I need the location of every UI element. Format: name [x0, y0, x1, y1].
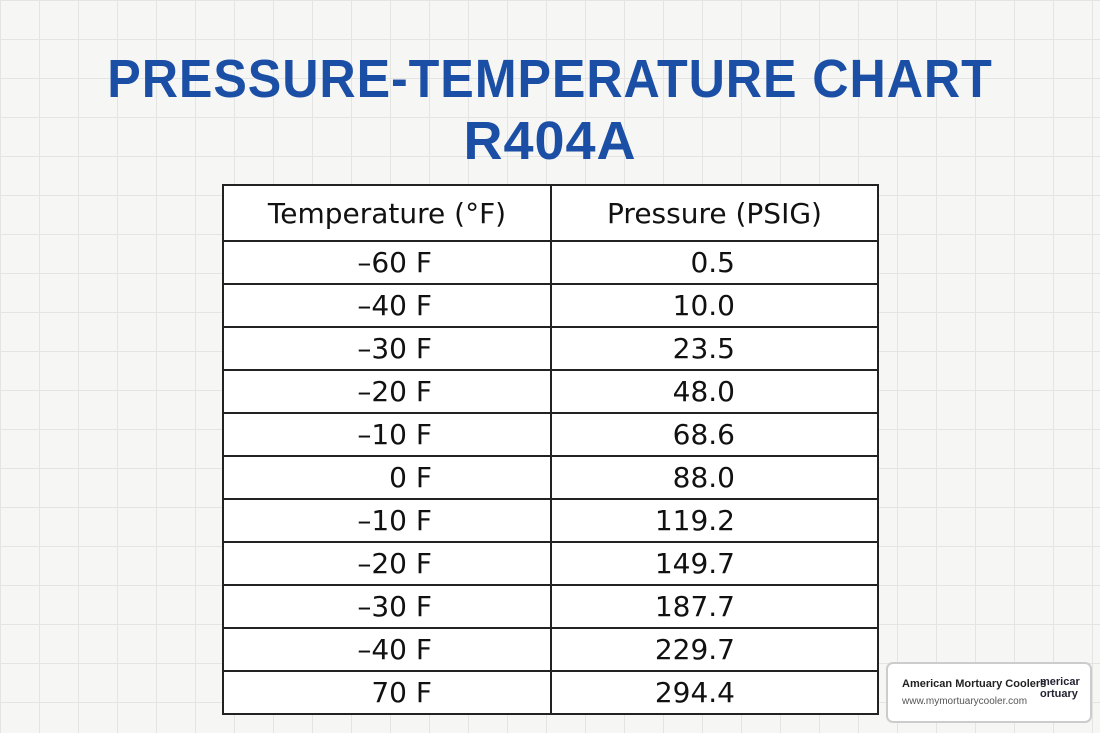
title: PRESSURE-TEMPERATURE CHART: [107, 49, 993, 109]
table-row: –20 F 48.0: [222, 369, 879, 414]
temperature-cell: –40 F: [222, 283, 552, 328]
column-header: Pressure (PSIG): [550, 184, 879, 242]
pressure-cell: 229.7: [550, 627, 879, 672]
badge-name: American Mortuary Coolers: [902, 678, 1047, 690]
pressure-cell: 294.4: [550, 670, 879, 715]
pressure-cell: 10.0: [550, 283, 879, 328]
temperature-cell: –20 F: [222, 541, 552, 586]
table-row: –30 F 23.5: [222, 326, 879, 371]
table-row: –10 F 68.6: [222, 412, 879, 457]
temperature-cell: 0 F: [222, 455, 552, 500]
badge-logo: mericar ortuary: [1040, 676, 1080, 700]
temperature-cell: –30 F: [222, 326, 552, 371]
table-row: 70 F 294.4: [222, 670, 879, 715]
logo-line: mericar: [1040, 676, 1080, 688]
temperature-cell: –30 F: [222, 584, 552, 629]
badge[interactable]: American Mortuary Coolers www.mymortuary…: [886, 662, 1092, 723]
pressure-cell: 88.0: [550, 455, 879, 500]
pt-table: Temperature (°F) Pressure (PSIG) –60 F 0.5–…: [222, 184, 879, 715]
temperature-cell: –10 F: [222, 412, 552, 457]
table-row: –10 F 119.2: [222, 498, 879, 543]
pressure-cell: 187.7: [550, 584, 879, 629]
header-row: Temperature (°F) Pressure (PSIG): [222, 184, 879, 242]
subtitle: R404A: [463, 111, 637, 171]
logo-line: ortuary: [1040, 688, 1078, 700]
temperature-cell: 70 F: [222, 670, 552, 715]
temperature-cell: –20 F: [222, 369, 552, 414]
temperature-cell: –10 F: [222, 498, 552, 543]
table-row: –60 F 0.5: [222, 240, 879, 285]
badge-url: www.mymortuarycooler.com: [902, 696, 1028, 707]
table-row: 0 F 88.0: [222, 455, 879, 500]
table-body: –60 F 0.5 –40 F 10.0 –30 F 23.5 –20 F 48.0 –10 F…: [222, 240, 879, 715]
pressure-cell: 119.2: [550, 498, 879, 543]
column-header: Temperature (°F): [222, 184, 552, 242]
pressure-cell: 0.5: [550, 240, 879, 285]
table-row: –40 F 10.0: [222, 283, 879, 328]
table-row: –30 F 187.7: [222, 584, 879, 629]
temperature-cell: –60 F: [222, 240, 552, 285]
pressure-cell: 68.6: [550, 412, 879, 457]
table-row: –40 F 229.7: [222, 627, 879, 672]
table-row: –20 F 149.7: [222, 541, 879, 586]
temperature-cell: –40 F: [222, 627, 552, 672]
pressure-cell: 23.5: [550, 326, 879, 371]
pressure-cell: 149.7: [550, 541, 879, 586]
pressure-cell: 48.0: [550, 369, 879, 414]
